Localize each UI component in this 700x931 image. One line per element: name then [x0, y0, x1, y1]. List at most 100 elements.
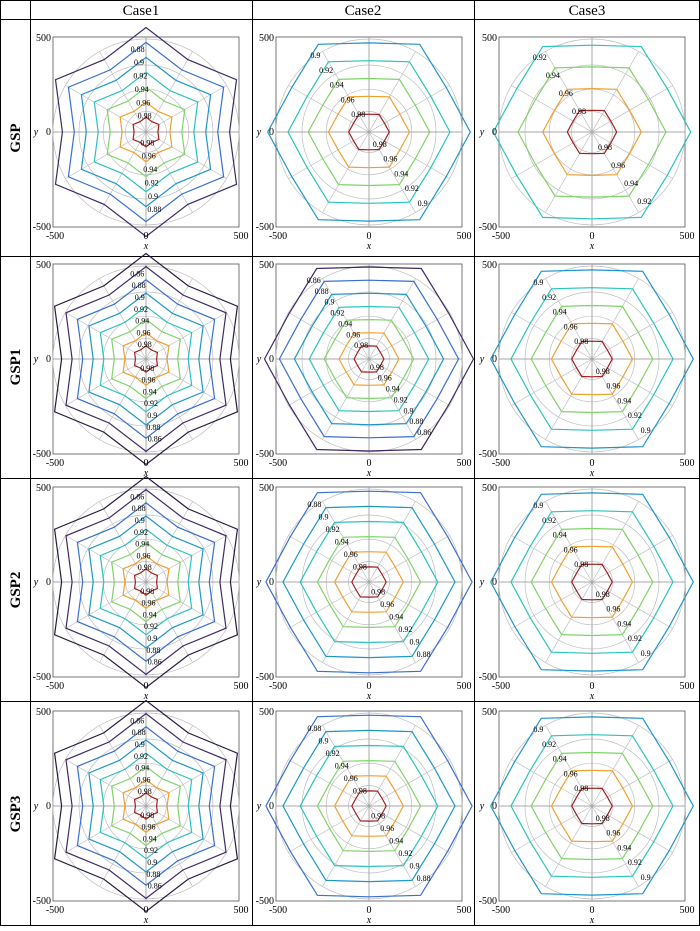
- contour-label: 0.94: [394, 169, 408, 178]
- contour-label: 0.96: [142, 823, 156, 832]
- contour-label: 0.98: [138, 340, 152, 349]
- polar-spoke: [322, 131, 370, 213]
- contour-line-0-94: [307, 77, 431, 187]
- panel-gsp3-case1: 0.86 0.86 0.88 0.88 0.9 0.9 0.92 0.92 0.94 0.94 0.…: [33, 699, 249, 926]
- contour-label: 0.94: [389, 613, 403, 622]
- contour-label: 0.94: [143, 834, 157, 843]
- polar-spoke: [511, 759, 593, 807]
- x-tick-label: 0: [144, 458, 149, 469]
- contour-label: 0.92: [628, 858, 642, 867]
- x-tick-label: -500: [492, 905, 510, 916]
- y-tick-label: 0: [46, 801, 51, 812]
- panel-gsp-case1: 0.88 0.88 0.9 0.9 0.92 0.92 0.94 0.94 0.96 0.96 0.…: [33, 26, 249, 252]
- x-tick-label: -500: [46, 231, 64, 242]
- polar-spoke: [545, 501, 593, 583]
- y-tick-label: 0: [269, 354, 274, 365]
- contour-line-0-92: [510, 510, 674, 654]
- contour-line-0-94: [530, 527, 654, 637]
- contour-label: 0.9: [641, 426, 651, 435]
- y-axis-label: y: [33, 127, 39, 138]
- polar-spoke: [545, 581, 593, 663]
- contour-label: 0.98: [138, 787, 152, 796]
- polar-spoke: [368, 131, 450, 179]
- y-axis-label: y: [33, 801, 39, 812]
- polar-spoke: [591, 85, 673, 133]
- panel-gsp1-case1: 0.86 0.86 0.88 0.88 0.9 0.9 0.92 0.92 0.94 0.94 0.…: [33, 252, 249, 479]
- contour-line-0-92: [510, 734, 674, 878]
- contour-line-0-92: [287, 60, 451, 204]
- contour-line-0-92: [93, 71, 199, 193]
- contour-label: 0.92: [330, 309, 344, 318]
- contour-line-0-96: [338, 332, 400, 386]
- contour-label: 0.9: [319, 736, 329, 745]
- polar-spoke: [322, 51, 370, 133]
- contour-label: 0.9: [319, 512, 329, 521]
- y-tick-label: 500: [482, 483, 497, 494]
- y-axis-label: y: [479, 801, 485, 812]
- polar-spoke: [145, 581, 227, 629]
- contour-line-0-98: [132, 116, 160, 148]
- x-axis-label: x: [143, 468, 149, 479]
- contour-label: 0.98: [598, 143, 612, 152]
- polar-spoke: [99, 51, 147, 133]
- contour-line-0-9: [88, 292, 204, 426]
- x-tick-label: 500: [457, 231, 472, 242]
- x-tick-label: 500: [680, 681, 695, 692]
- contour-label: 0.96: [344, 550, 358, 559]
- contour-label: 0.98: [574, 337, 588, 346]
- contour-label: 0.88: [131, 45, 145, 54]
- contour-label: 0.88: [417, 874, 431, 883]
- y-tick-label: 500: [36, 707, 51, 718]
- contour-line-0-98: [571, 340, 613, 378]
- x-tick-label: 0: [144, 681, 149, 692]
- contour-label: 0.92: [398, 625, 412, 634]
- contour-line-0-94: [111, 765, 181, 847]
- x-axis-label: x: [589, 468, 595, 479]
- contour-label: 0.98: [351, 110, 365, 119]
- polar-spoke: [511, 131, 593, 179]
- y-tick-label: 0: [46, 577, 51, 588]
- polar-spoke: [591, 725, 639, 807]
- contour-line-0-96: [550, 545, 634, 619]
- contour-label: 0.92: [144, 399, 158, 408]
- contour-label: 0.98: [140, 811, 154, 820]
- contour-label: 0.9: [325, 298, 335, 307]
- polar-spoke: [99, 805, 147, 887]
- y-tick-label: 500: [259, 33, 274, 44]
- x-tick-label: 0: [590, 905, 595, 916]
- contour-line-0-96: [122, 331, 170, 387]
- x-tick-label: -500: [269, 681, 287, 692]
- polar-spoke: [511, 805, 593, 853]
- x-tick-label: 0: [367, 681, 372, 692]
- polar-spoke: [591, 131, 639, 213]
- row-header-gsp1: GSP1: [8, 349, 24, 386]
- panel-gsp1-case3: 0.9 0.9 0.92 0.92 0.94 0.94 0.96 0.96 0.98 0.98 50…: [479, 260, 695, 479]
- polar-spoke: [591, 581, 673, 629]
- y-tick-label: 0: [492, 801, 497, 812]
- polar-spoke: [145, 131, 193, 213]
- contour-label: 0.96: [344, 774, 358, 783]
- y-tick-label: -500: [256, 449, 274, 460]
- y-tick-label: 0: [46, 127, 51, 138]
- contour-label: 0.96: [142, 599, 156, 608]
- x-axis-label: x: [589, 241, 595, 252]
- contour-label: 0.98: [353, 563, 367, 572]
- contour-label: 0.9: [147, 411, 157, 420]
- contour-label: 0.92: [637, 197, 651, 206]
- contour-label: 0.86: [130, 716, 144, 725]
- polar-spoke: [145, 725, 193, 807]
- y-tick-label: 0: [269, 801, 274, 812]
- contour-label: 0.88: [307, 500, 321, 509]
- polar-spoke: [545, 358, 593, 440]
- contour-label: 0.96: [564, 546, 578, 555]
- x-tick-label: 500: [680, 231, 695, 242]
- contour-label: 0.94: [553, 308, 567, 317]
- x-tick-label: 500: [457, 905, 472, 916]
- polar-spoke: [99, 131, 147, 213]
- polar-spoke: [591, 535, 673, 583]
- x-axis-label: x: [143, 915, 149, 926]
- contour-label: 0.96: [380, 600, 394, 609]
- polar-spoke: [591, 805, 639, 887]
- polar-spoke: [65, 358, 147, 406]
